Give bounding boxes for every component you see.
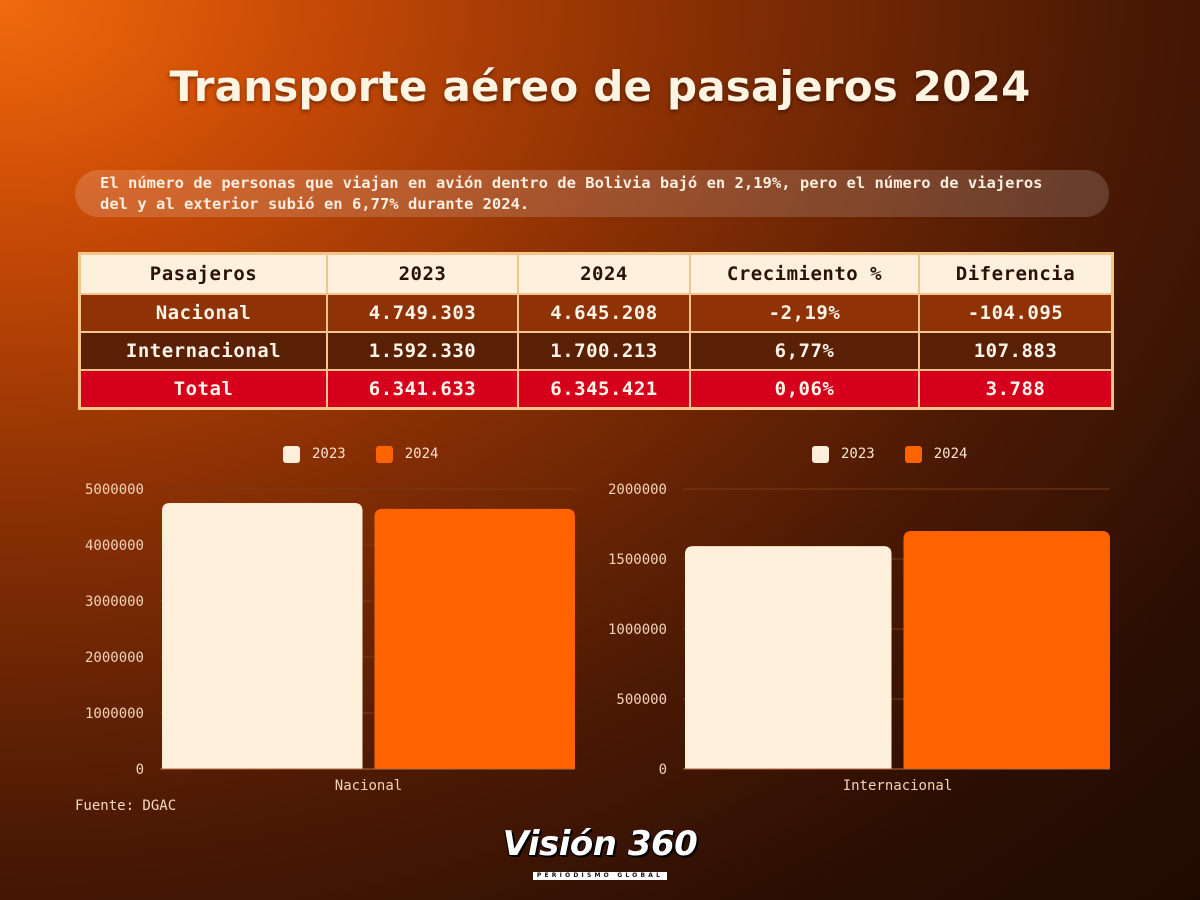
legend-label-2024: 2024	[933, 446, 968, 462]
logo-tagline: PERIODISMO GLOBAL	[532, 872, 668, 880]
page-title: Transporte aéreo de pasajeros 2024	[169, 62, 1031, 111]
table-cell: 0,06%	[690, 370, 919, 408]
table-cell: 1.700.213	[518, 332, 690, 370]
y-tick-label: 2000000	[85, 650, 144, 666]
y-tick-label: 1000000	[85, 706, 144, 722]
table-row-total: Total 6.341.633 6.345.421 0,06% 3.788	[80, 370, 1112, 408]
legend-label-2023: 2023	[841, 446, 875, 462]
legend-swatch-2024	[375, 445, 393, 463]
legend-label-2023: 2023	[312, 446, 346, 462]
table-cell: Internacional	[80, 332, 327, 370]
legend-swatch-2023	[812, 445, 829, 463]
header-2024: 2024	[518, 254, 690, 294]
summary-banner: El número de personas que viajan en avió…	[75, 170, 1109, 217]
table-cell: 107.883	[919, 332, 1112, 370]
y-tick-label: 5000000	[85, 482, 144, 498]
x-category-label: Nacional	[335, 778, 402, 794]
bar-chart-internacional: 0 500000 1000000 1500000 2000000 Internaciona…	[608, 482, 1110, 794]
table-cell: 4.645.208	[518, 294, 690, 332]
table-cell: 6.341.633	[327, 370, 518, 408]
y-tick-label: 500000	[616, 692, 667, 708]
table-row: Nacional 4.749.303 4.645.208 -2,19% -104…	[80, 294, 1112, 332]
table-cell: 1.592.330	[327, 332, 518, 370]
table-cell: 3.788	[919, 370, 1112, 408]
header-2023: 2023	[327, 254, 518, 294]
table-cell: -104.095	[919, 294, 1112, 332]
y-tick-label: 1000000	[608, 622, 667, 638]
header-diferencia: Diferencia	[919, 254, 1112, 294]
y-tick-label: 0	[136, 762, 144, 778]
legend-nacional: 2023 2024	[283, 444, 468, 464]
y-tick-label: 3000000	[85, 594, 144, 610]
vision360-logo: Visión 360 PERIODISMO GLOBAL	[0, 826, 1200, 881]
y-tick-label: 4000000	[85, 538, 144, 554]
table-cell: 6,77%	[690, 332, 919, 370]
bar-2024	[903, 530, 1110, 769]
passengers-table: Pasajeros 2023 2024 Crecimiento % Difere…	[78, 252, 1114, 410]
table-cell: Total	[80, 370, 327, 408]
table-row: Internacional 1.592.330 1.700.213 6,77% …	[80, 332, 1112, 370]
table-header-row: Pasajeros 2023 2024 Crecimiento % Difere…	[80, 254, 1112, 294]
y-tick-label: 2000000	[608, 482, 667, 498]
x-category-label: Internacional	[843, 778, 953, 794]
logo-wordmark: Visión 360	[502, 824, 698, 864]
bar-chart-nacional: 0 1000000 2000000 3000000 4000000 5000000 Naci…	[85, 482, 575, 794]
legend-swatch-2023	[283, 445, 300, 463]
table-cell: -2,19%	[690, 294, 919, 332]
y-tick-label: 1500000	[608, 552, 667, 568]
y-tick-label: 0	[659, 762, 667, 778]
legend-swatch-2024	[904, 445, 922, 463]
table-cell: Nacional	[80, 294, 327, 332]
legend-label-2024: 2024	[404, 446, 439, 462]
source-note: Fuente: DGAC	[75, 798, 177, 814]
table-cell: 4.749.303	[327, 294, 518, 332]
table-cell: 6.345.421	[518, 370, 690, 408]
bar-2024	[374, 508, 575, 769]
bar-2023	[685, 546, 892, 769]
header-crecimiento: Crecimiento %	[690, 254, 919, 294]
legend-internacional: 2023 2024	[812, 444, 997, 464]
header-pasajeros: Pasajeros	[80, 254, 327, 294]
bar-2023	[162, 503, 363, 769]
